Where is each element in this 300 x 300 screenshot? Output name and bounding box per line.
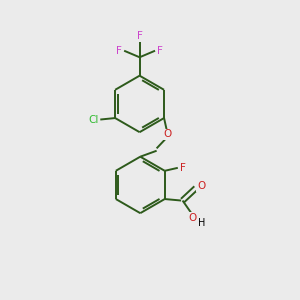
- Text: F: F: [180, 163, 186, 173]
- Text: O: O: [189, 213, 197, 223]
- Text: F: F: [116, 46, 122, 56]
- Text: F: F: [137, 32, 142, 41]
- Text: Cl: Cl: [88, 115, 99, 124]
- Text: H: H: [198, 218, 206, 228]
- Text: O: O: [163, 129, 171, 140]
- Text: O: O: [197, 181, 206, 191]
- Text: F: F: [158, 46, 163, 56]
